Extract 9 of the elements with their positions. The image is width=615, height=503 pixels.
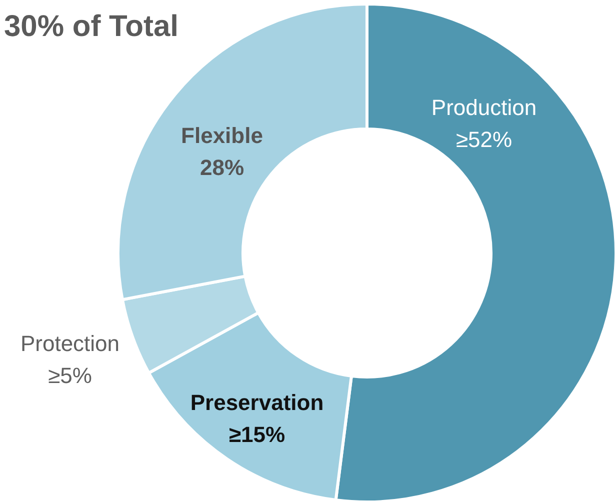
data-label: ≥5% [48,363,92,388]
chart-title: 30% of Total [4,10,178,43]
data-label: 28% [200,155,244,180]
slice-label: Production [431,95,537,120]
slice-label: Protection [20,331,120,356]
slice-label: Flexible [181,123,263,148]
data-label: ≥52% [456,127,512,152]
slice-label: Preservation [190,390,324,415]
data-label: ≥15% [228,422,286,447]
